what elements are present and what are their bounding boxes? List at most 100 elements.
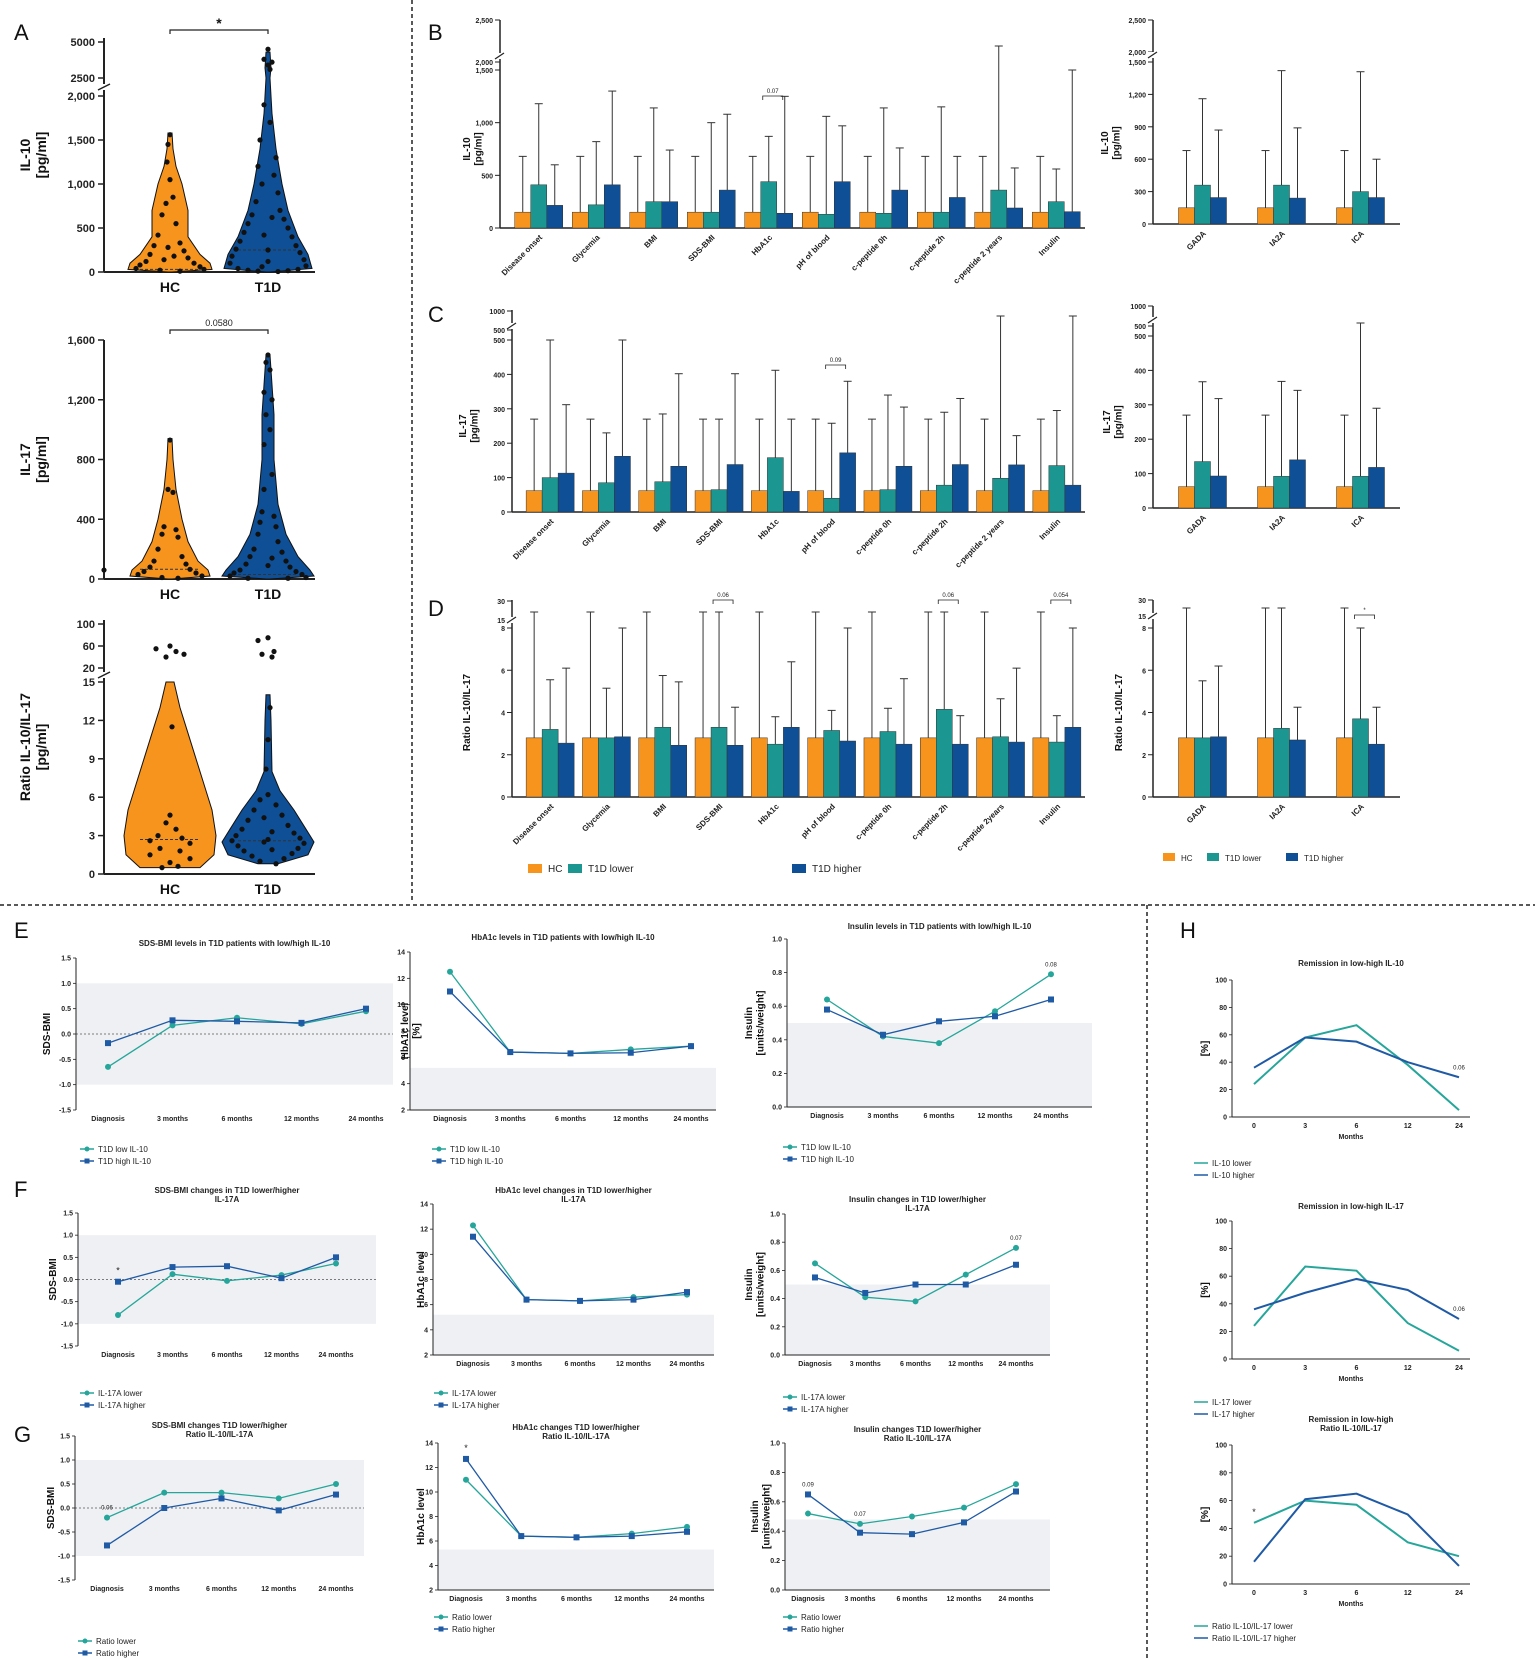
data-point bbox=[261, 232, 267, 238]
y-axis-label: HbA1c level bbox=[416, 1488, 427, 1545]
bar-T1D lower bbox=[1194, 184, 1211, 225]
data-point bbox=[688, 1043, 694, 1050]
data-point bbox=[862, 1289, 869, 1296]
chart-B-IL10-auto: 0 300 600 900 1,200 1,500 2,000 2,500 IL-10[pg/m… bbox=[1100, 18, 1400, 252]
bar-T1D higher bbox=[614, 736, 631, 798]
y-tick-label: 0.5 bbox=[61, 1006, 71, 1013]
y-tick-label: 4 bbox=[501, 711, 505, 718]
data-point bbox=[267, 705, 273, 711]
legend-marker bbox=[82, 1650, 88, 1656]
data-point bbox=[269, 829, 275, 835]
chart-legend: T1D low IL-10 T1D high IL-10 bbox=[783, 1143, 854, 1164]
panel-letter-F: F bbox=[14, 1177, 27, 1202]
x-tick-label: 24 months bbox=[669, 1596, 704, 1603]
x-tick-label: Diagnosis bbox=[449, 1596, 483, 1603]
x-tick-label: GADA bbox=[1185, 802, 1208, 825]
data-point bbox=[167, 177, 173, 183]
bar-T1D lower bbox=[645, 201, 662, 229]
legend-label: IL-17A lower bbox=[452, 1389, 497, 1398]
x-tick-label: 24 bbox=[1455, 1590, 1463, 1597]
y-tick-label: 14 bbox=[420, 1202, 428, 1209]
chart-title: SDS-BMI changes T1D lower/higher Ratio IL… bbox=[152, 1421, 288, 1439]
y-axis-label: HbA1c level bbox=[416, 1251, 427, 1308]
x-tick-label: Diagnosis bbox=[810, 1113, 844, 1120]
y-tick-label: 1.0 bbox=[60, 1458, 70, 1465]
bar-T1D higher bbox=[834, 181, 851, 229]
legend-swatch-HC bbox=[528, 864, 542, 873]
y-tick-label: 3 bbox=[89, 831, 95, 843]
data-point bbox=[245, 575, 251, 581]
chart-legend: IL-17 lower IL-17 higher bbox=[1194, 1398, 1255, 1419]
data-point bbox=[170, 489, 176, 495]
violin-T1D bbox=[221, 354, 315, 580]
bar-HC bbox=[629, 211, 646, 229]
x-tick-label: 12 bbox=[1404, 1590, 1412, 1597]
data-point bbox=[135, 571, 141, 578]
y-tick-label: 500 bbox=[77, 223, 95, 235]
x-tick-label: BMI bbox=[651, 517, 668, 534]
data-point bbox=[263, 412, 269, 418]
bar-HC bbox=[863, 490, 881, 513]
x-tick-label: BMI bbox=[642, 233, 659, 250]
legend-swatch-T1D lower bbox=[1207, 853, 1219, 861]
y-tick-label: 9 bbox=[89, 754, 95, 766]
data-point bbox=[261, 815, 267, 821]
bar-T1D lower bbox=[933, 211, 950, 229]
bar-T1D higher bbox=[949, 197, 966, 229]
bar-T1D higher bbox=[557, 742, 575, 798]
chart-legend: IL-10 lower IL-10 higher bbox=[1194, 1159, 1255, 1180]
x-axis-label: Months bbox=[1339, 1601, 1364, 1608]
legend-label: Ratio higher bbox=[96, 1649, 139, 1658]
y-tick-label: 600 bbox=[1134, 157, 1146, 164]
data-point bbox=[261, 56, 267, 62]
data-point bbox=[285, 268, 291, 274]
data-point bbox=[297, 250, 303, 256]
significance-label: * bbox=[116, 1266, 120, 1276]
data-point bbox=[159, 574, 165, 581]
axis-break-mark bbox=[1147, 316, 1158, 324]
data-point bbox=[104, 1514, 110, 1521]
data-point bbox=[261, 102, 267, 108]
y-tick-label: 0 bbox=[501, 795, 505, 802]
series-line-IL-10 higher bbox=[1253, 1036, 1460, 1079]
data-point bbox=[293, 243, 299, 249]
data-point bbox=[269, 397, 275, 403]
data-point bbox=[278, 1275, 285, 1282]
bar-T1D lower bbox=[936, 484, 953, 513]
legend-label: IL-17A higher bbox=[801, 1405, 849, 1414]
bar-T1D lower bbox=[541, 729, 559, 798]
data-point bbox=[265, 247, 271, 253]
data-point bbox=[218, 1489, 225, 1496]
data-point bbox=[333, 1254, 339, 1261]
x-tick-label: 24 months bbox=[669, 1361, 704, 1368]
y-tick-label: 10 bbox=[420, 1252, 428, 1259]
significance-label: 0.08 bbox=[1045, 962, 1057, 968]
data-point bbox=[261, 389, 267, 395]
data-point bbox=[285, 822, 291, 828]
data-point bbox=[269, 654, 275, 660]
bar-HC bbox=[694, 490, 712, 513]
data-point bbox=[143, 258, 149, 265]
data-point bbox=[1013, 1481, 1019, 1488]
bar-HC bbox=[525, 737, 543, 798]
legend-marker bbox=[84, 1146, 90, 1152]
data-point bbox=[261, 441, 267, 448]
legend-marker bbox=[787, 1406, 793, 1412]
data-point bbox=[285, 575, 291, 581]
data-point bbox=[299, 571, 305, 578]
y-tick-label: 1,600 bbox=[67, 335, 95, 347]
data-point bbox=[684, 1289, 690, 1296]
y-axis-label: Ratio IL-10/IL-17 bbox=[1114, 673, 1125, 751]
data-point bbox=[241, 229, 247, 235]
reference-band bbox=[785, 1284, 1050, 1355]
data-point bbox=[255, 531, 261, 537]
x-tick-label: pH of blood bbox=[799, 517, 837, 555]
y-tick-label: 8 bbox=[424, 1277, 428, 1284]
chart-A-IL17: 0 400 800 1,200 1,600 IL-17[pg/ml] HC T1D 0.0580 bbox=[17, 318, 315, 602]
y-tick-label: 12 bbox=[397, 976, 405, 983]
y-tick-label: 0 bbox=[1142, 222, 1146, 229]
data-point bbox=[909, 1531, 915, 1538]
y-axis-label: HbA1c level[%] bbox=[400, 1002, 423, 1059]
bar-T1D lower bbox=[1352, 191, 1369, 225]
